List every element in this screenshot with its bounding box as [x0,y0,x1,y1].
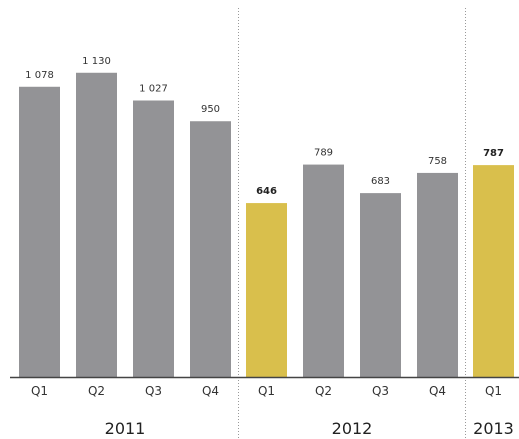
x-tick-label-7: Q3 [372,384,389,398]
bar-1 [19,86,60,378]
bar-4 [190,121,231,377]
year-label-2011: 2011 [105,419,146,438]
x-tick-label-4: Q4 [202,384,219,398]
bar-5 [246,203,287,377]
data-label-4: 950 [201,104,220,115]
bar-3 [133,100,174,377]
year-label-2012: 2012 [332,419,373,438]
x-tick-label-5: Q1 [258,384,275,398]
bar-8 [417,172,458,377]
data-label-1: 1 078 [25,70,54,81]
data-label-9: 787 [483,148,504,159]
data-label-7: 683 [371,176,390,187]
year-label-2013: 2013 [473,419,514,438]
data-label-6: 789 [314,148,333,159]
data-label-5: 646 [256,186,277,197]
bar-7 [360,193,401,377]
bar-9 [473,165,514,377]
data-label-8: 758 [428,156,447,167]
x-tick-label-1: Q1 [31,384,48,398]
bar-2 [76,72,117,378]
x-tick-label-8: Q4 [429,384,446,398]
bar-6 [303,164,344,377]
data-label-2: 1 130 [82,56,111,67]
x-tick-label-6: Q2 [315,384,332,398]
x-tick-label-3: Q3 [145,384,162,398]
x-tick-label-9: Q1 [485,384,502,398]
data-label-3: 1 027 [139,84,168,95]
x-tick-label-2: Q2 [88,384,105,398]
